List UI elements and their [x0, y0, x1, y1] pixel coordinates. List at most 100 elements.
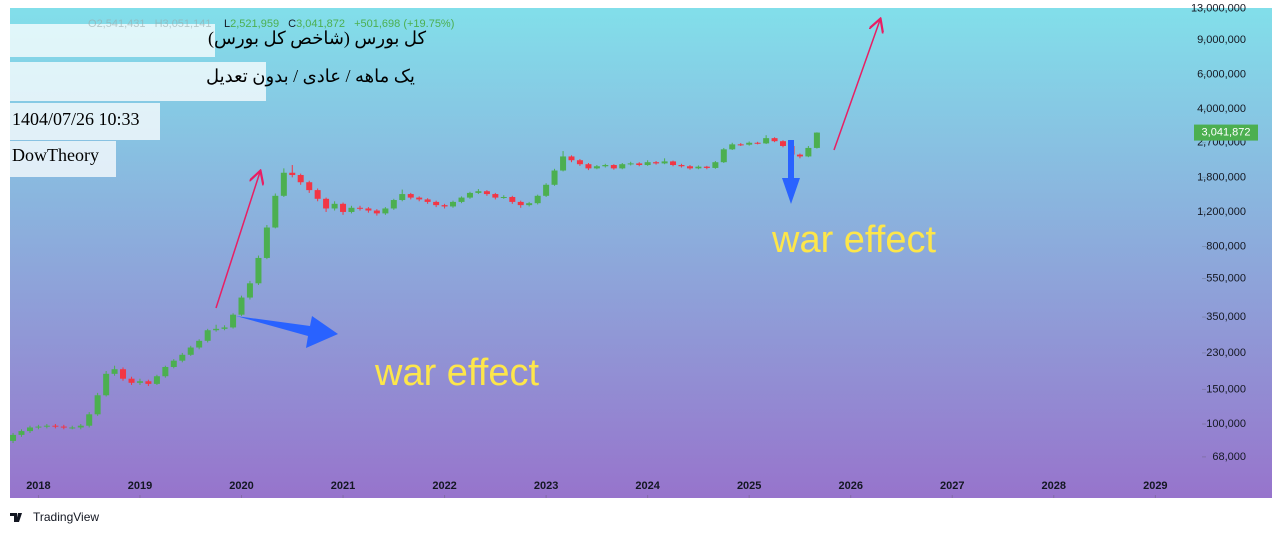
candle-body: [94, 395, 101, 415]
x-tick-label: 2024: [635, 480, 660, 492]
y-tick-label: 230,000: [1206, 347, 1246, 359]
candle-body: [289, 172, 296, 176]
candle-body: [466, 192, 473, 198]
candle-body: [534, 195, 541, 204]
y-tick-label: 4,000,000: [1197, 103, 1246, 115]
candle-body: [187, 347, 194, 355]
legend-value: 2,541,431: [97, 18, 146, 30]
y-tick-label: 350,000: [1206, 311, 1246, 323]
candle-body: [52, 425, 59, 427]
candle-body: [35, 426, 42, 428]
candle-body: [170, 360, 177, 367]
candle-body: [77, 425, 84, 428]
candle-body: [213, 328, 220, 331]
candle-body: [246, 283, 253, 298]
legend-value: 3,041,872: [296, 18, 345, 30]
candle-body: [450, 201, 457, 207]
candle-body: [297, 175, 304, 183]
candle-body: [255, 257, 262, 284]
candle-body: [568, 156, 575, 161]
candle-body: [111, 369, 118, 374]
candle-body: [720, 149, 727, 163]
candles: [10, 132, 820, 444]
candle-body: [382, 208, 389, 214]
trend-arrow: [215, 172, 260, 309]
logo: [10, 513, 22, 522]
candle-body: [771, 138, 778, 142]
candle-body: [695, 166, 702, 169]
info-box: [10, 62, 266, 101]
last-value-label: 3,041,872: [1202, 126, 1251, 138]
candle-body: [517, 201, 524, 206]
legend-change: +501,698 (+19.75%): [354, 18, 454, 30]
candle-body: [712, 162, 719, 168]
candle-body: [221, 327, 228, 329]
y-tick-label: 800,000: [1206, 240, 1246, 252]
candle-body: [619, 164, 626, 169]
candle-body: [805, 147, 812, 157]
candle-body: [280, 172, 287, 196]
candle-body: [492, 194, 499, 198]
candle-body: [263, 227, 270, 258]
trend-arrow: [833, 20, 880, 151]
candle-body: [69, 427, 76, 429]
candle-body: [653, 162, 660, 164]
y-tick-label: 13,000,000: [1191, 3, 1246, 15]
legend-value: 3,051,141: [163, 18, 212, 30]
candle-body: [103, 373, 110, 396]
x-tick-label: 2027: [940, 480, 964, 492]
candle-body: [356, 207, 363, 209]
candle-body: [331, 203, 338, 209]
candle-body: [670, 161, 677, 166]
candle-body: [230, 314, 237, 328]
candle-body: [779, 141, 786, 146]
x-tick-label: 2026: [838, 480, 862, 492]
info-box: [10, 141, 116, 177]
annotation: war effect: [374, 352, 539, 394]
candle-body: [204, 330, 211, 341]
y-tick-label: 9,000,000: [1197, 34, 1246, 46]
last-value-box: [1194, 124, 1258, 141]
candle-body: [746, 142, 753, 145]
candle-body: [627, 163, 634, 165]
candle-body: [458, 197, 465, 202]
info-box: [10, 24, 215, 57]
candle-body: [340, 203, 347, 212]
candle-body: [593, 166, 600, 169]
x-tick-label: 2028: [1042, 480, 1066, 492]
candle-body: [796, 154, 803, 157]
candle-body: [390, 200, 397, 209]
candle-body: [441, 205, 448, 207]
war-arrow: [782, 140, 800, 204]
candle-body: [678, 165, 685, 167]
candle-body: [636, 163, 643, 166]
candle-body: [737, 144, 744, 146]
ohlc-legend: O2,541,431 H3,051,141 L2,521,959 C3,041,…: [88, 18, 454, 30]
candle-body: [399, 194, 406, 201]
x-tick-label: 2025: [737, 480, 761, 492]
x-tick-label: 2018: [26, 480, 50, 492]
candle-body: [543, 184, 550, 196]
y-tick-label: 6,000,000: [1197, 69, 1246, 81]
chart-subtitle: یک ماهه / عادی / بدون تعدیل: [206, 66, 415, 87]
candle-body: [754, 142, 761, 144]
annotation: war effect: [771, 219, 936, 261]
candle-body: [602, 165, 609, 167]
candle-body: [813, 132, 820, 148]
candle-body: [128, 378, 135, 383]
legend-key: H: [155, 18, 163, 30]
x-tick-label: 2023: [534, 480, 558, 492]
candle-body: [43, 425, 50, 427]
candle-body: [179, 354, 186, 361]
x-tick-label: 2022: [432, 480, 456, 492]
y-tick-label: 100,000: [1206, 418, 1246, 430]
candle-body: [136, 381, 143, 383]
war-arrow: [236, 316, 338, 348]
candle-body: [153, 376, 160, 384]
author: DowTheory: [12, 145, 99, 165]
footer-brand: TradingView: [33, 510, 99, 524]
candle-body: [576, 160, 583, 165]
candle-body: [483, 191, 490, 195]
